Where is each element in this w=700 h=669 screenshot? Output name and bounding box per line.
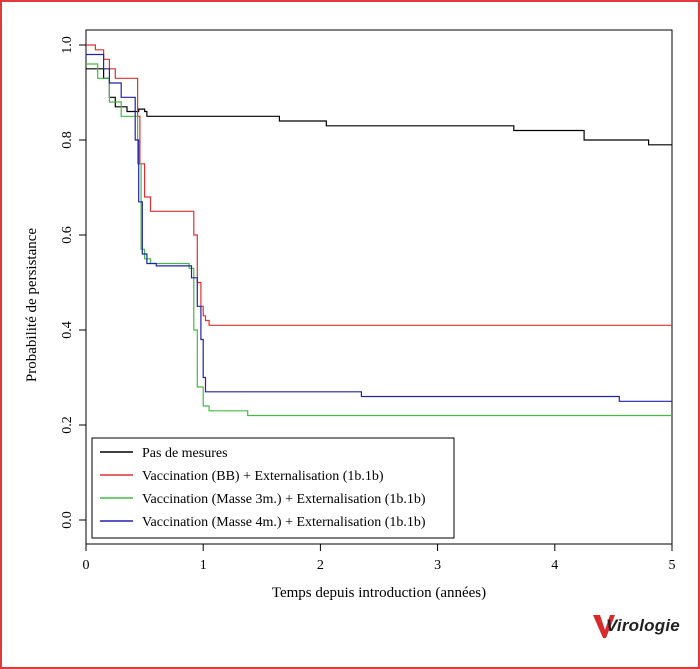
series-line-2 [86, 44, 672, 326]
y-tick-label: 0.0 [60, 511, 75, 529]
legend: Pas de mesures Vaccination (BB) + Externa… [91, 437, 455, 539]
x-axis: 0 1 2 3 4 5 [83, 544, 676, 573]
plot-area [85, 29, 673, 545]
legend-label: Vaccination (BB) + Externalisation (1b.1… [142, 469, 384, 484]
y-tick-label: 0.6 [60, 226, 75, 244]
x-tick-label: 5 [669, 558, 676, 573]
y-axis-title: Probabilité de persistance [24, 228, 40, 382]
y-axis: 0.0 0.2 0.4 0.6 0.8 1.0 [60, 36, 86, 529]
virologie-logo: Virologie [592, 612, 680, 642]
legend-label: Pas de mesures [142, 446, 228, 461]
y-tick-label: 1.0 [60, 36, 75, 54]
x-axis-title: Temps depuis introduction (années) [272, 585, 486, 601]
x-tick-label: 0 [83, 558, 90, 573]
series-line-1 [86, 68, 672, 146]
x-tick-label: 3 [434, 558, 441, 573]
series-line-4 [86, 53, 672, 402]
series-line-3 [86, 63, 672, 417]
series-layer [86, 44, 672, 417]
legend-box [91, 437, 455, 539]
x-tick-label: 2 [317, 558, 324, 573]
legend-label: Vaccination (Masse 3m.) + Externalisatio… [142, 492, 426, 507]
logo-text: Virologie [606, 616, 680, 635]
x-tick-label: 1 [200, 558, 207, 573]
x-tick-label: 4 [551, 558, 558, 573]
virologie-v-mark [593, 615, 615, 638]
y-tick-label: 0.2 [60, 416, 75, 434]
y-tick-label: 0.8 [60, 131, 75, 149]
legend-label: Vaccination (Masse 4m.) + Externalisatio… [142, 515, 426, 530]
y-tick-label: 0.4 [60, 321, 75, 339]
